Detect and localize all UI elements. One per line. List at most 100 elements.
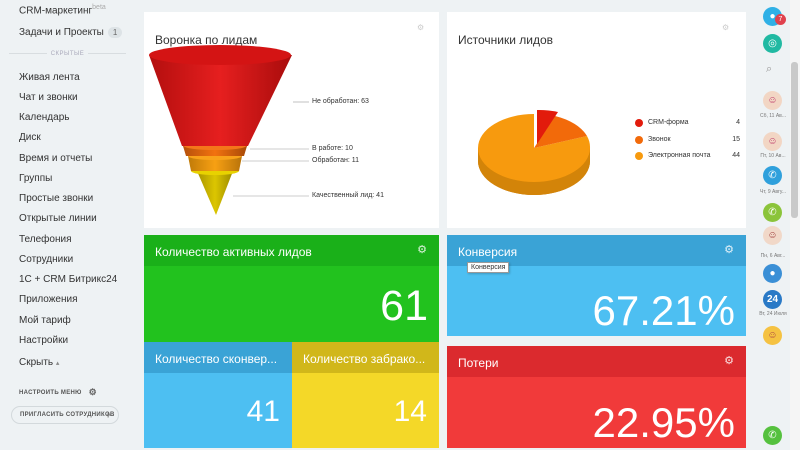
phone-icon[interactable]: ✆ xyxy=(763,166,782,185)
converted-tile: Количество сконвер... 41 xyxy=(144,342,292,448)
pie-slice-crm-form xyxy=(537,109,558,144)
chat-date-label: Чт, 9 Авгу... xyxy=(760,189,786,195)
sidebar-hide-toggle[interactable]: Скрыть ▴ xyxy=(19,357,59,368)
invite-label: ПРИГЛАСИТЬ СОТРУДНИКОВ xyxy=(20,412,115,418)
chat-date-label: Сб, 11 Ав... xyxy=(760,113,786,119)
tasks-count-badge: 1 xyxy=(107,27,123,38)
sources-pie-chart xyxy=(478,109,591,195)
sidebar-item-groups[interactable]: Группы xyxy=(19,173,53,184)
legend-label-crm-form: CRM-форма xyxy=(648,119,689,126)
losses-tile: Потери ⚙ 22.95% xyxy=(447,346,746,448)
rejected-tile: Количество забрако... 14 xyxy=(292,342,439,448)
legend-value-email: 44 xyxy=(732,152,740,159)
chat-date-label: Пт, 10 Ав... xyxy=(760,153,786,159)
sidebar-item-tariff[interactable]: Мой тариф xyxy=(19,315,71,326)
sidebar-item-chat[interactable]: Чат и звонки xyxy=(19,92,78,103)
phone-icon[interactable]: ✆ xyxy=(763,203,782,222)
invite-employees-button[interactable]: ПРИГЛАСИТЬ СОТРУДНИКОВ + xyxy=(11,406,119,424)
gear-icon[interactable]: ⚙ xyxy=(417,23,425,32)
legend-label-email: Электронная почта xyxy=(648,152,711,159)
left-sidebar: CRM-маркетингbeta Задачи и Проекты 1 СКРЫ… xyxy=(0,0,135,450)
tile-header xyxy=(447,346,746,377)
phone-icon[interactable]: ✆ xyxy=(763,426,782,445)
sidebar-item-label: Задачи и Проекты xyxy=(19,27,104,38)
tile-header xyxy=(144,235,439,266)
pie-slice-email xyxy=(478,114,591,182)
gear-icon: ⚙ xyxy=(88,387,97,397)
tile-header xyxy=(292,342,439,373)
conversion-tooltip: Конверсия xyxy=(467,262,510,273)
sidebar-item-label: CRM-маркетинг xyxy=(19,5,93,17)
chat-date-label: Вт, 24 Июля xyxy=(759,311,787,317)
sidebar-item-1c-crm[interactable]: 1С + CRM Битрикс24 xyxy=(19,274,118,285)
funnel-segment-qualified xyxy=(197,171,233,215)
legend-value-call: 15 xyxy=(732,136,740,143)
sidebar-item-simple-calls[interactable]: Простые звонки xyxy=(19,193,94,204)
tile-header xyxy=(144,342,292,373)
gear-icon[interactable]: ⚙ xyxy=(724,244,734,256)
funnel-label-qualified: Качественный лид: 41 xyxy=(312,192,384,199)
sidebar-item-employees[interactable]: Сотрудники xyxy=(19,254,74,265)
sidebar-item-time-reports[interactable]: Время и отчеты xyxy=(19,153,93,164)
tile-title: Конверсия xyxy=(458,245,518,259)
hide-label: Скрыть xyxy=(19,357,54,368)
gear-icon[interactable]: ⚙ xyxy=(724,355,734,367)
funnel-chart xyxy=(149,45,309,215)
legend-dot-email xyxy=(635,152,643,160)
legend-dot-crm-form xyxy=(635,119,643,127)
tile-title: Количество сконвер... xyxy=(155,352,278,366)
funnel-title: Воронка по лидам xyxy=(155,33,258,47)
pie-slice-call xyxy=(534,116,587,148)
calendar-avatar[interactable]: 24 xyxy=(763,290,782,309)
sources-title: Источники лидов xyxy=(458,33,554,47)
sidebar-item-open-lines[interactable]: Открытые линии xyxy=(19,213,97,224)
scrollbar[interactable] xyxy=(790,0,800,450)
active-leads-tile: Количество активных лидов ⚙ 61 xyxy=(144,235,439,342)
sidebar-item-feed[interactable]: Живая лента xyxy=(19,72,80,83)
user-icon[interactable]: ● xyxy=(763,264,782,283)
sidebar-item-disk[interactable]: Диск xyxy=(19,132,41,143)
conversion-tile: Конверсия ⚙ 67.21% xyxy=(447,235,746,336)
gear-icon[interactable]: ⚙ xyxy=(417,244,427,256)
tile-value: 41 xyxy=(246,395,280,428)
tile-value: 14 xyxy=(393,395,427,428)
funnel-segment-processed xyxy=(188,156,242,171)
sidebar-item-apps[interactable]: Приложения xyxy=(19,294,78,305)
sidebar-item-calendar[interactable]: Календарь xyxy=(19,112,70,123)
avatar[interactable]: ☺ xyxy=(763,226,782,245)
sidebar-item-crm-marketing[interactable]: CRM-маркетингbeta xyxy=(19,4,106,16)
tile-title: Потери xyxy=(458,356,499,370)
scrollbar-thumb[interactable] xyxy=(791,62,798,218)
chat-date-label: Пн, 6 Авг... xyxy=(760,253,786,259)
tile-value: 61 xyxy=(380,282,428,330)
legend-value-crm-form: 4 xyxy=(736,119,740,126)
sidebar-item-settings[interactable]: Настройки xyxy=(19,335,69,346)
tile-title: Количество активных лидов xyxy=(155,245,312,259)
legend-label-call: Звонок xyxy=(648,136,671,143)
lead-sources-panel: Источники лидов ⚙ CRM-форма 4 Звонок 15 … xyxy=(447,12,746,228)
sidebar-item-telephony[interactable]: Телефония xyxy=(19,234,72,245)
legend-dot-call xyxy=(635,136,643,144)
plus-icon: + xyxy=(105,410,111,420)
avatar[interactable]: ☺ xyxy=(763,326,782,345)
funnel-segment-unprocessed xyxy=(149,55,292,146)
tile-header xyxy=(447,235,746,266)
funnel-label-processed: Обработан: 11 xyxy=(312,157,360,164)
avatar[interactable]: ☺ xyxy=(763,132,782,151)
tile-value: 22.95% xyxy=(592,399,735,446)
funnel-label-unprocessed: Не обработан: 63 xyxy=(312,98,369,105)
open-lines-icon[interactable]: ◎ xyxy=(763,34,782,53)
sidebar-item-tasks[interactable]: Задачи и Проекты 1 xyxy=(19,27,123,38)
hidden-section-label: СКРЫТЫЕ xyxy=(0,51,135,57)
right-bar xyxy=(755,0,790,450)
tile-title: Количество забрако... xyxy=(303,352,426,366)
beta-tag: beta xyxy=(92,4,106,11)
search-icon[interactable]: ⌕ xyxy=(766,63,773,75)
configure-menu-label: НАСТРОИТЬ МЕНЮ xyxy=(19,390,82,397)
gear-icon[interactable]: ⚙ xyxy=(722,23,730,32)
tile-value: 67.21% xyxy=(592,287,735,334)
avatar[interactable]: ☺ xyxy=(763,91,782,110)
configure-menu-button[interactable]: НАСТРОИТЬ МЕНЮ ⚙ xyxy=(19,387,97,398)
chevron-up-icon: ▴ xyxy=(55,360,60,367)
funnel-ellipse-unprocessed xyxy=(149,45,291,65)
